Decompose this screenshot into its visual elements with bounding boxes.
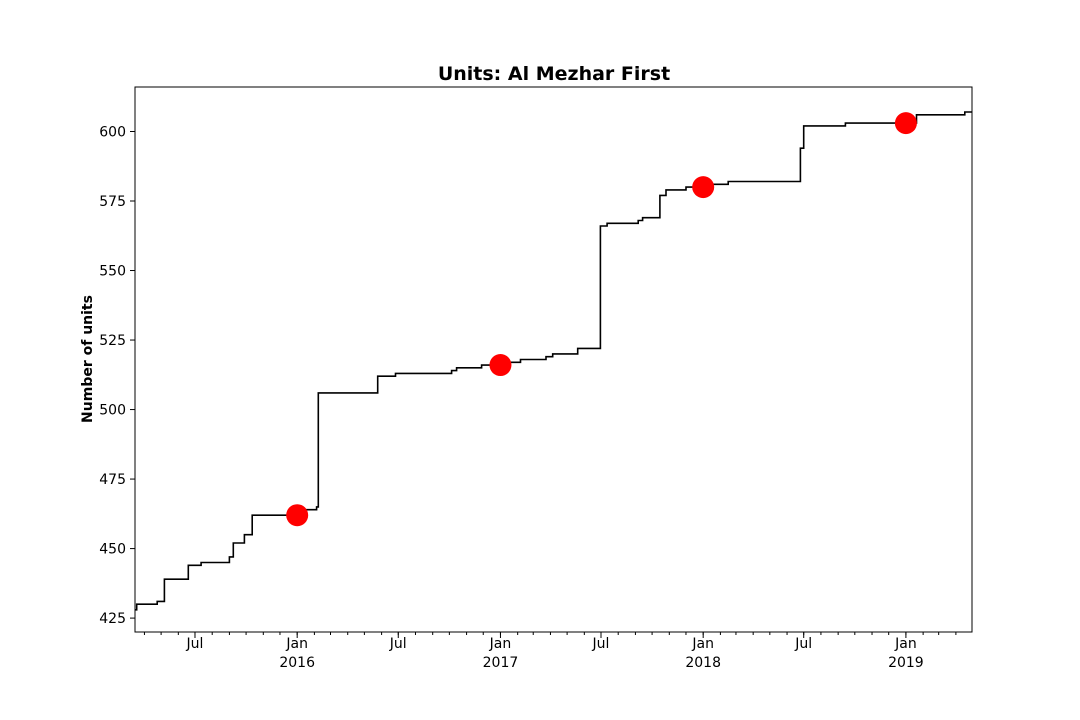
y-tick-label-0: 425 xyxy=(99,611,126,627)
series-layer xyxy=(135,111,972,611)
x-tick-year-3: 2017 xyxy=(483,655,519,671)
data-point-marker-3 xyxy=(894,112,917,135)
x-tick-label-6: Jul xyxy=(794,636,812,652)
y-tick-label-5: 550 xyxy=(99,264,126,280)
x-tick-year-7: 2019 xyxy=(888,655,924,671)
y-tick-label-7: 600 xyxy=(99,124,126,140)
y-axis: 425 450 475 500 525 550 575 600 xyxy=(99,124,135,627)
x-tick-label-3: Jan xyxy=(489,636,512,652)
x-tick-year-1: 2016 xyxy=(279,655,315,671)
x-tick-label-7: Jan xyxy=(894,636,917,652)
y-tick-label-2: 475 xyxy=(99,472,126,488)
x-axis: Jul Jan 2016 Jul Jan 2017 Jul Jan 2018 Jul Jan 2019 xyxy=(143,632,957,671)
y-tick-label-1: 450 xyxy=(99,542,126,558)
data-point-marker-0 xyxy=(286,504,309,527)
y-tick-label-3: 500 xyxy=(99,403,126,419)
x-tick-label-4: Jul xyxy=(592,636,610,652)
data-point-marker-1 xyxy=(489,354,512,377)
plot-frame xyxy=(134,86,973,633)
x-tick-year-5: 2018 xyxy=(685,655,721,671)
marker-layer xyxy=(286,112,917,527)
y-tick-label-4: 525 xyxy=(99,333,126,349)
series-line-0 xyxy=(135,111,972,611)
x-tick-label-2: Jul xyxy=(389,636,407,652)
y-tick-label-6: 575 xyxy=(99,194,126,210)
data-point-marker-2 xyxy=(692,176,715,199)
y-axis-label: Number of units xyxy=(80,295,96,423)
chart-title: Units: Al Mezhar First xyxy=(438,63,670,85)
x-tick-label-0: Jul xyxy=(186,636,204,652)
x-tick-label-1: Jan xyxy=(285,636,308,652)
x-tick-label-5: Jan xyxy=(691,636,714,652)
